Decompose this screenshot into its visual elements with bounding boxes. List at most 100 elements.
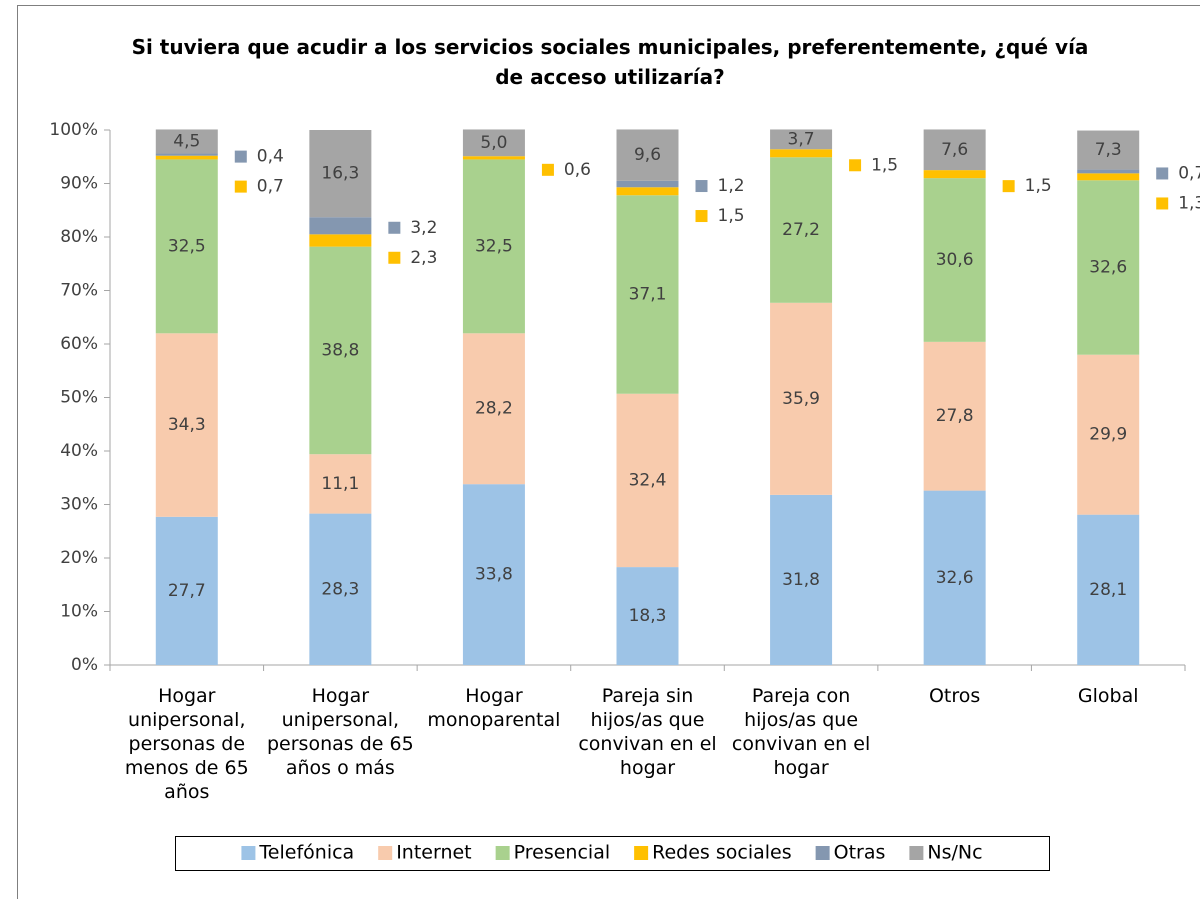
value-label: 30,6 [936,250,974,270]
value-label: 27,2 [782,220,820,240]
bar-segment [155,333,218,517]
legend-label: Presencial [514,842,610,864]
value-label: 28,3 [321,579,359,599]
bar-segment [770,157,833,303]
value-label: 1,3 [1178,193,1200,213]
value-label: 7,6 [941,140,968,160]
value-label: 11,1 [321,474,359,494]
label-marker [1002,180,1015,193]
bar-segment [616,180,679,188]
bar-segment [923,129,986,171]
bar-segment [155,155,218,160]
value-label: 3,7 [788,129,815,149]
value-label: 2,3 [410,248,437,268]
bar-segment [616,129,679,181]
bar-segment [462,156,525,160]
bar-segment [309,246,372,455]
x-tick-label: Pareja con hijos/as que convivan en el h… [731,685,871,779]
value-label: 27,7 [168,581,206,601]
bar-segment [462,159,525,334]
value-label: 1,5 [871,155,898,175]
value-label: 28,1 [1089,580,1127,600]
value-label: 0,7 [1178,163,1200,183]
label-marker [1156,197,1169,210]
chart-frame [17,5,1200,899]
value-label: 4,5 [173,132,200,152]
bar-segment [155,159,218,334]
value-label: 3,2 [410,218,437,238]
value-label: 29,9 [1089,425,1127,445]
bar-segment [309,454,372,514]
value-label: 31,8 [782,570,820,590]
bar-segment [923,490,986,665]
x-tick-label: Hogar monoparental [427,685,561,731]
label-marker [234,180,247,193]
value-label: 34,3 [168,415,206,435]
value-label: 16,3 [321,164,359,184]
bar-segment [1077,130,1140,170]
bar-segment [1077,173,1140,181]
value-label: 27,8 [936,406,974,426]
y-tick-label: 80% [60,227,98,247]
bar-segment [462,333,525,485]
bar-segment [770,149,833,158]
y-tick-label: 20% [60,548,98,568]
value-label: 32,4 [629,470,667,490]
value-label: 28,2 [475,399,513,419]
x-tick-label: Hogar unipersonal, personas de 65 años o… [267,685,414,779]
label-marker [388,251,401,264]
legend-swatch [815,846,830,860]
bar-segment [309,234,372,247]
value-label: 7,3 [1095,140,1122,160]
bar-segment [309,130,372,218]
bar-segment [616,567,679,665]
value-label: 33,8 [475,565,513,585]
y-tick-label: 30% [60,495,98,515]
value-label: 1,5 [1025,176,1052,196]
bar-segment [770,302,833,495]
legend-label: Internet [396,842,471,864]
y-tick-label: 60% [60,334,98,354]
y-tick-label: 70% [60,281,98,301]
value-label: 38,8 [321,340,359,360]
legend-label: Redes sociales [652,842,792,864]
bar-segment [923,170,986,179]
value-label: 37,1 [629,285,667,305]
x-tick-label: Otros [928,685,981,707]
value-label: 18,3 [629,606,667,626]
x-tick-label: Hogar unipersonal, personas de menos de … [124,685,249,803]
bar-segment [770,494,833,665]
bar-segment [1077,514,1140,665]
bar-segment [155,153,218,156]
chart-title: Si tuviera que acudir a los servicios so… [131,35,1089,89]
y-tick-label: 10% [60,602,98,622]
legend-swatch [378,846,393,860]
y-tick-label: 40% [60,441,98,461]
value-label: 32,6 [1089,257,1127,277]
y-tick-label: 50% [60,388,98,408]
legend-label: Telefónica [258,842,354,864]
x-tick-label: Pareja sin hijos/as que convivan en el h… [578,685,717,779]
legend-swatch [909,846,924,860]
bar-segment [616,187,679,196]
value-label: 0,4 [257,147,284,167]
value-label: 0,6 [564,160,591,180]
value-label: 35,9 [782,389,820,409]
bar-segment [923,341,986,491]
bar-segment [155,129,218,154]
bar-segment [155,516,218,665]
label-marker [388,221,401,234]
bar-segment [309,513,372,665]
label-marker [695,210,708,223]
value-label: 5,0 [480,133,507,153]
value-label: 1,2 [718,176,745,196]
label-marker [849,159,862,172]
value-label: 0,7 [257,177,284,197]
bar-segment [309,217,372,235]
label-marker [1156,167,1169,180]
bar-segment [616,195,679,394]
bar-segment [616,393,679,568]
bar-segment [1077,354,1140,515]
